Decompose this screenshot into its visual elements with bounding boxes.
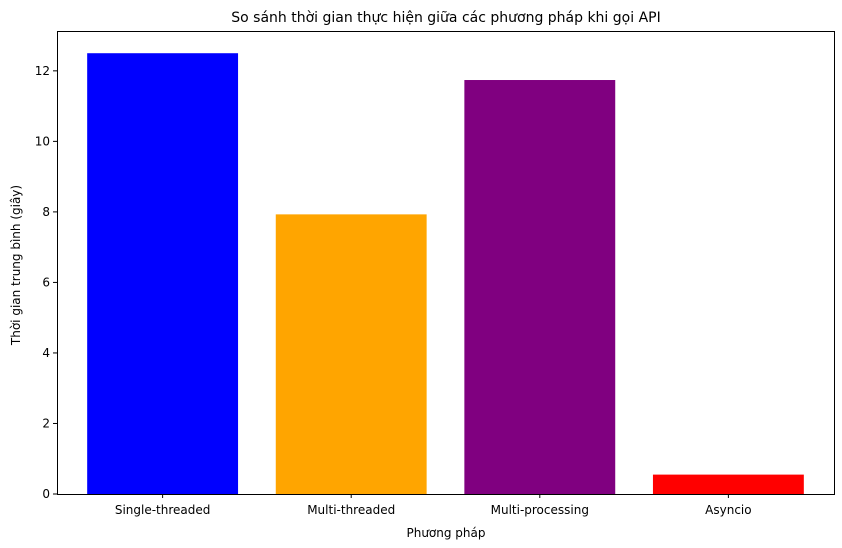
x-axis-label: Phương pháp <box>406 526 485 540</box>
y-axis-label: Thời gian trung bình (giây) <box>9 185 23 346</box>
bar-single-threaded <box>87 53 239 494</box>
y-tick-label: 12 <box>35 64 50 78</box>
x-tick-label: Single-threaded <box>115 503 211 517</box>
y-tick-label: 6 <box>42 275 50 289</box>
bar-asyncio <box>652 474 804 494</box>
plot-frame <box>57 31 835 495</box>
x-tick-label: Multi-threaded <box>307 503 395 517</box>
x-tick-label: Asyncio <box>705 503 751 517</box>
y-tick-label: 2 <box>42 416 50 430</box>
bar-multi-processing <box>464 80 616 495</box>
y-axis-ticks: 0 2 4 6 8 10 12 <box>35 64 57 501</box>
bars-group <box>87 53 804 495</box>
y-tick-label: 8 <box>42 205 50 219</box>
y-tick-label: 0 <box>42 487 50 501</box>
x-tick-label: Multi-processing <box>491 503 589 517</box>
x-axis-ticks: Single-threaded Multi-threaded Multi-proce… <box>115 494 752 517</box>
y-tick-label: 10 <box>35 134 50 148</box>
bar-multi-threaded <box>275 214 427 494</box>
y-tick-label: 4 <box>42 346 50 360</box>
chart-title: So sánh thời gian thực hiện giữa các phư… <box>231 10 660 26</box>
